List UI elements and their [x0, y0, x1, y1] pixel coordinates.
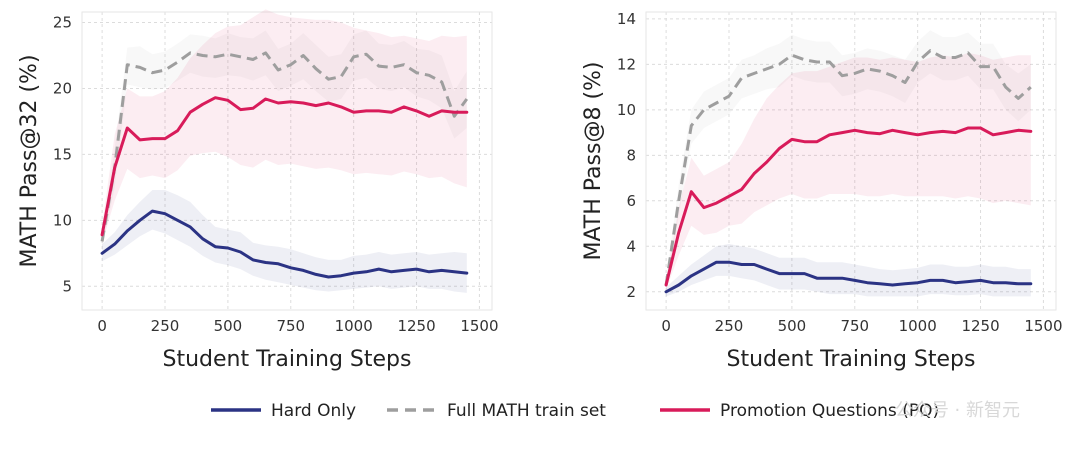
- x-tick-label: 0: [661, 317, 671, 335]
- x-tick-label: 1500: [460, 317, 498, 335]
- y-tick-label: 14: [617, 10, 636, 28]
- x-tick-label: 1250: [397, 317, 435, 335]
- legend-label-hard-only: Hard Only: [271, 401, 356, 421]
- legend-label-full-math-train-set: Full MATH train set: [447, 401, 606, 421]
- x-tick-label: 250: [715, 317, 744, 335]
- x-tick-label: 750: [840, 317, 869, 335]
- x-tick-label: 500: [214, 317, 243, 335]
- x-axis-title: Student Training Steps: [727, 347, 976, 372]
- series-line-promotion-questions-pq: [664, 126, 1033, 287]
- x-tick-label: 500: [778, 317, 807, 335]
- band-promotion-questions-pq: [102, 9, 467, 243]
- y-tick-label: 20: [53, 79, 72, 97]
- y-axis-title: MATH Pass@8 (%): [581, 61, 606, 260]
- y-tick-label: 12: [617, 55, 636, 73]
- watermark-text: 公众号 · 新智元: [895, 400, 1020, 421]
- legend: Hard Only Full MATH train set Promotion Qu…: [211, 401, 939, 421]
- y-tick-label: 6: [626, 192, 636, 210]
- y-tick-label: 15: [53, 145, 72, 163]
- y-tick-label: 4: [626, 237, 636, 255]
- band-promotion-questions-pq: [666, 52, 1031, 290]
- band-hard-only: [666, 244, 1031, 297]
- y-tick-label: 2: [626, 283, 636, 301]
- x-tick-label: 0: [97, 317, 107, 335]
- plot-frame: [81, 11, 493, 311]
- band-hard-only: [102, 190, 467, 293]
- y-tick-label: 10: [53, 211, 72, 229]
- band-full-math-train-set: [666, 30, 1031, 290]
- plot-frame: [645, 11, 1057, 311]
- x-tick-label: 750: [276, 317, 305, 335]
- series-line-hard-only: [100, 209, 469, 279]
- x-tick-label: 250: [151, 317, 180, 335]
- series-line-full-math-train-set: [664, 49, 1032, 286]
- chart-panel-2: 2 4 6 8 10 12 14 0 250 500 750 1000 1250 1500 Student …: [581, 10, 1063, 372]
- band-full-math-train-set: [102, 30, 467, 250]
- x-tick-label: 1000: [335, 317, 373, 335]
- x-tick-label: 1500: [1024, 317, 1062, 335]
- x-tick-label: 1000: [899, 317, 937, 335]
- y-tick-label: 8: [626, 146, 636, 164]
- x-axis-title: Student Training Steps: [163, 347, 412, 372]
- y-tick-label: 5: [62, 277, 72, 295]
- y-tick-label: 10: [617, 101, 636, 119]
- y-axis-title: MATH Pass@32 (%): [17, 54, 42, 267]
- y-tick-label: 25: [53, 14, 72, 32]
- series-line-hard-only: [664, 260, 1033, 294]
- x-tick-label: 1250: [961, 317, 999, 335]
- series-line-promotion-questions-pq: [100, 96, 469, 237]
- legend-label-promotion-questions-pq: Promotion Questions (PQ): [720, 401, 939, 421]
